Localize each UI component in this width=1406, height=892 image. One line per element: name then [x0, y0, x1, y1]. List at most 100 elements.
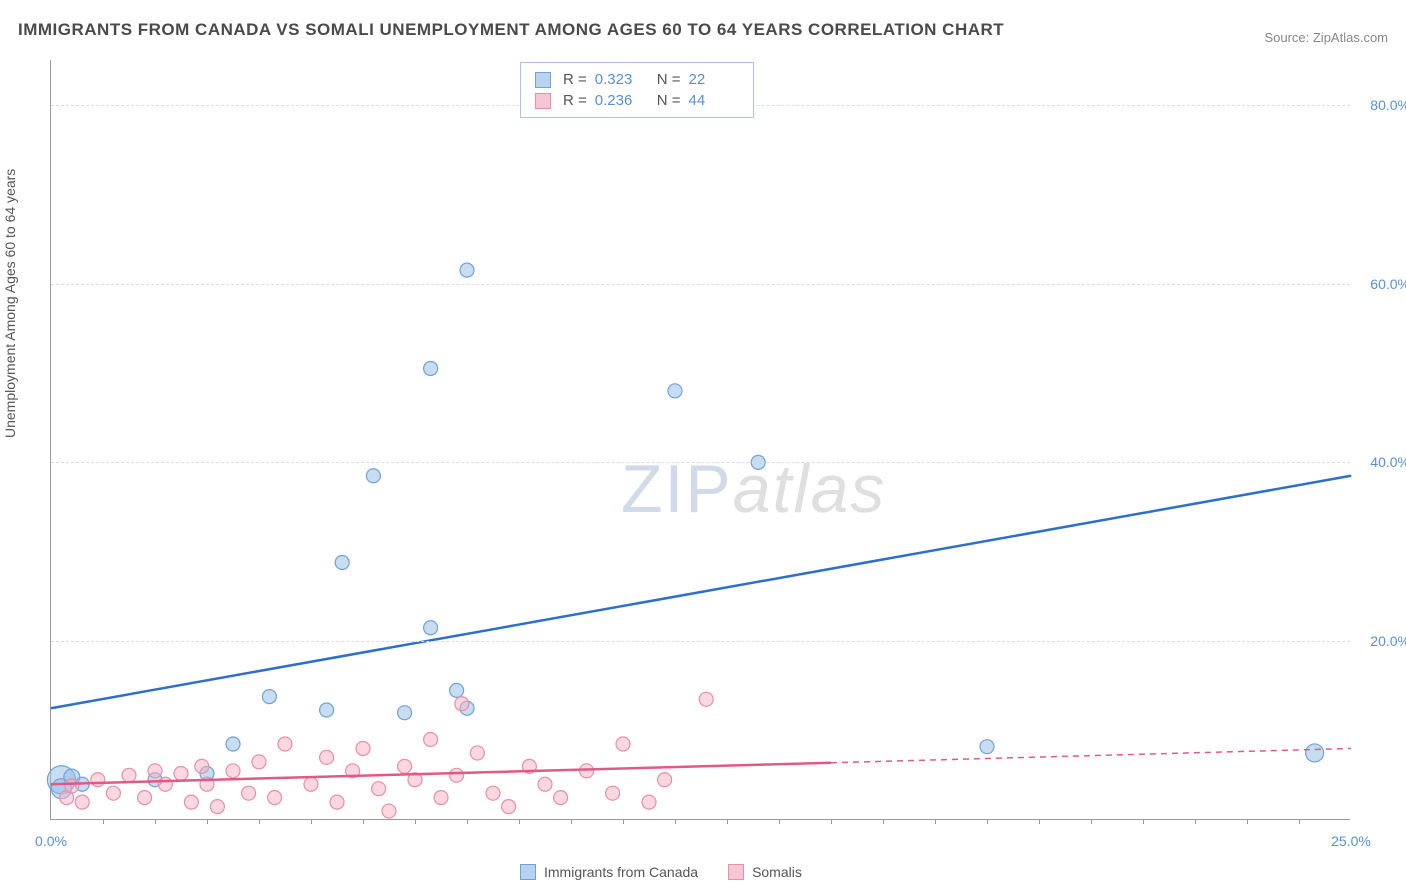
scatter-point [642, 795, 656, 809]
y-tick-label: 40.0% [1355, 454, 1406, 470]
x-minor-tick [1299, 819, 1300, 824]
scatter-point [122, 768, 136, 782]
scatter-point [606, 786, 620, 800]
x-minor-tick [1247, 819, 1248, 824]
legend-series-name: Immigrants from Canada [544, 864, 698, 880]
x-minor-tick [1143, 819, 1144, 824]
scatter-point [174, 767, 188, 781]
scatter-point [148, 764, 162, 778]
scatter-point [424, 733, 438, 747]
x-tick-label: 25.0% [1331, 833, 1371, 849]
x-minor-tick [1039, 819, 1040, 824]
gridline-h [51, 462, 1350, 463]
bottom-legend-item: Somalis [728, 864, 802, 880]
scatter-point [210, 800, 224, 814]
scatter-point [554, 791, 568, 805]
scatter-point [424, 621, 438, 635]
legend-swatch [520, 864, 536, 880]
scatter-point [450, 683, 464, 697]
x-minor-tick [571, 819, 572, 824]
scatter-point [372, 782, 386, 796]
legend-r-value: 0.236 [595, 92, 645, 109]
x-minor-tick [259, 819, 260, 824]
scatter-point [460, 263, 474, 277]
chart-title: IMMIGRANTS FROM CANADA VS SOMALI UNEMPLO… [18, 20, 1004, 40]
scatter-point [424, 361, 438, 375]
scatter-point [398, 706, 412, 720]
legend-stats: R = 0.323 N = 22 R = 0.236 N = 44 [520, 62, 754, 118]
scatter-point [330, 795, 344, 809]
scatter-point [366, 469, 380, 483]
x-minor-tick [155, 819, 156, 824]
scatter-point [268, 791, 282, 805]
scatter-point [455, 697, 469, 711]
legend-series-name: Somalis [752, 864, 802, 880]
x-minor-tick [779, 819, 780, 824]
legend-n-value: 44 [689, 92, 739, 109]
legend-n-value: 22 [689, 71, 739, 88]
scatter-point [398, 759, 412, 773]
scatter-point [502, 800, 516, 814]
legend-r-label: R = [563, 92, 587, 109]
scatter-point [226, 737, 240, 751]
x-minor-tick [623, 819, 624, 824]
legend-swatch [535, 93, 551, 109]
source-label: Source: ZipAtlas.com [1264, 30, 1388, 45]
legend-r-value: 0.323 [595, 71, 645, 88]
scatter-point [980, 740, 994, 754]
x-minor-tick [727, 819, 728, 824]
scatter-point [184, 795, 198, 809]
x-minor-tick [103, 819, 104, 824]
y-axis-title: Unemployment Among Ages 60 to 64 years [2, 169, 18, 438]
x-tick-label: 0.0% [35, 833, 67, 849]
scatter-point [138, 791, 152, 805]
x-minor-tick [311, 819, 312, 824]
x-minor-tick [467, 819, 468, 824]
gridline-h [51, 284, 1350, 285]
legend-n-label: N = [657, 92, 681, 109]
scatter-point [434, 791, 448, 805]
bottom-legend-item: Immigrants from Canada [520, 864, 698, 880]
scatter-point [658, 773, 672, 787]
scatter-point [1306, 744, 1324, 762]
scatter-point [668, 384, 682, 398]
y-tick-label: 60.0% [1355, 276, 1406, 292]
bottom-legend: Immigrants from Canada Somalis [520, 864, 802, 880]
scatter-point [320, 703, 334, 717]
scatter-point [158, 777, 172, 791]
scatter-point [450, 768, 464, 782]
scatter-point [106, 786, 120, 800]
scatter-point [616, 737, 630, 751]
scatter-point [699, 692, 713, 706]
legend-swatch [535, 72, 551, 88]
scatter-point [320, 750, 334, 764]
x-minor-tick [207, 819, 208, 824]
x-minor-tick [1195, 819, 1196, 824]
scatter-point [252, 755, 266, 769]
x-minor-tick [519, 819, 520, 824]
scatter-point [304, 777, 318, 791]
legend-n-label: N = [657, 71, 681, 88]
trend-line [51, 476, 1351, 708]
y-tick-label: 20.0% [1355, 633, 1406, 649]
scatter-point [65, 779, 79, 793]
x-minor-tick [1091, 819, 1092, 824]
scatter-point [91, 773, 105, 787]
scatter-point [356, 741, 370, 755]
scatter-point [470, 746, 484, 760]
chart-svg [51, 60, 1350, 819]
x-minor-tick [363, 819, 364, 824]
scatter-point [278, 737, 292, 751]
x-minor-tick [831, 819, 832, 824]
plot-area: ZIPatlas 20.0%40.0%60.0%80.0%0.0%25.0% [50, 60, 1350, 820]
scatter-point [262, 690, 276, 704]
x-minor-tick [675, 819, 676, 824]
x-minor-tick [883, 819, 884, 824]
scatter-point [335, 555, 349, 569]
gridline-h [51, 641, 1350, 642]
scatter-point [538, 777, 552, 791]
x-minor-tick [987, 819, 988, 824]
y-tick-label: 80.0% [1355, 97, 1406, 113]
legend-r-label: R = [563, 71, 587, 88]
scatter-point [486, 786, 500, 800]
